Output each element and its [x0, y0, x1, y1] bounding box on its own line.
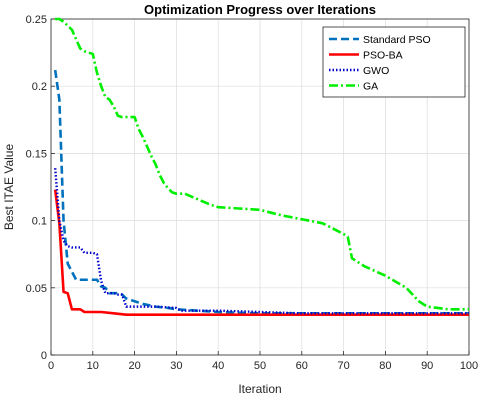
x-tick-label: 30: [170, 360, 182, 372]
legend: Standard PSO PSO-BA GWO GA: [322, 26, 466, 98]
series-line-standard-pso: [53, 69, 469, 315]
y-tick-label: 0.05: [26, 283, 47, 295]
legend-label: PSO-BA: [363, 50, 403, 62]
x-tick-label: 100: [460, 360, 478, 372]
x-tick-label: 90: [421, 360, 433, 372]
series-group: [53, 17, 469, 316]
y-tick-label: 0: [41, 350, 47, 362]
y-tick-label: 0.15: [26, 148, 47, 160]
x-tick-label: 70: [337, 360, 349, 372]
axis-ticks: 0 10 20 30 40 50 60 70 80 90 100 0 0.05 0.1 0.15 0.2 0.2…: [26, 14, 479, 372]
x-tick-label: 50: [254, 360, 266, 372]
chart-title: Optimization Progress over Iterations: [144, 2, 376, 17]
x-tick-label: 0: [48, 360, 54, 372]
x-tick-label: 10: [87, 360, 99, 372]
x-tick-label: 60: [296, 360, 308, 372]
x-tick-label: 20: [128, 360, 140, 372]
y-tick-label: 0.2: [32, 81, 47, 93]
y-tick-label: 0.1: [32, 216, 47, 228]
legend-label: GWO: [363, 65, 389, 77]
legend-label: Standard PSO: [363, 34, 431, 46]
legend-label: GA: [363, 81, 378, 93]
series-line-gwo: [53, 168, 469, 315]
series-line-ga: [55, 17, 469, 311]
x-axis-label: Iteration: [238, 382, 281, 396]
y-tick-label: 0.25: [26, 14, 47, 26]
series-line-pso-ba: [53, 189, 469, 316]
y-axis-label: Best ITAE Value: [2, 144, 16, 231]
x-tick-label: 40: [212, 360, 224, 372]
x-tick-label: 80: [379, 360, 391, 372]
